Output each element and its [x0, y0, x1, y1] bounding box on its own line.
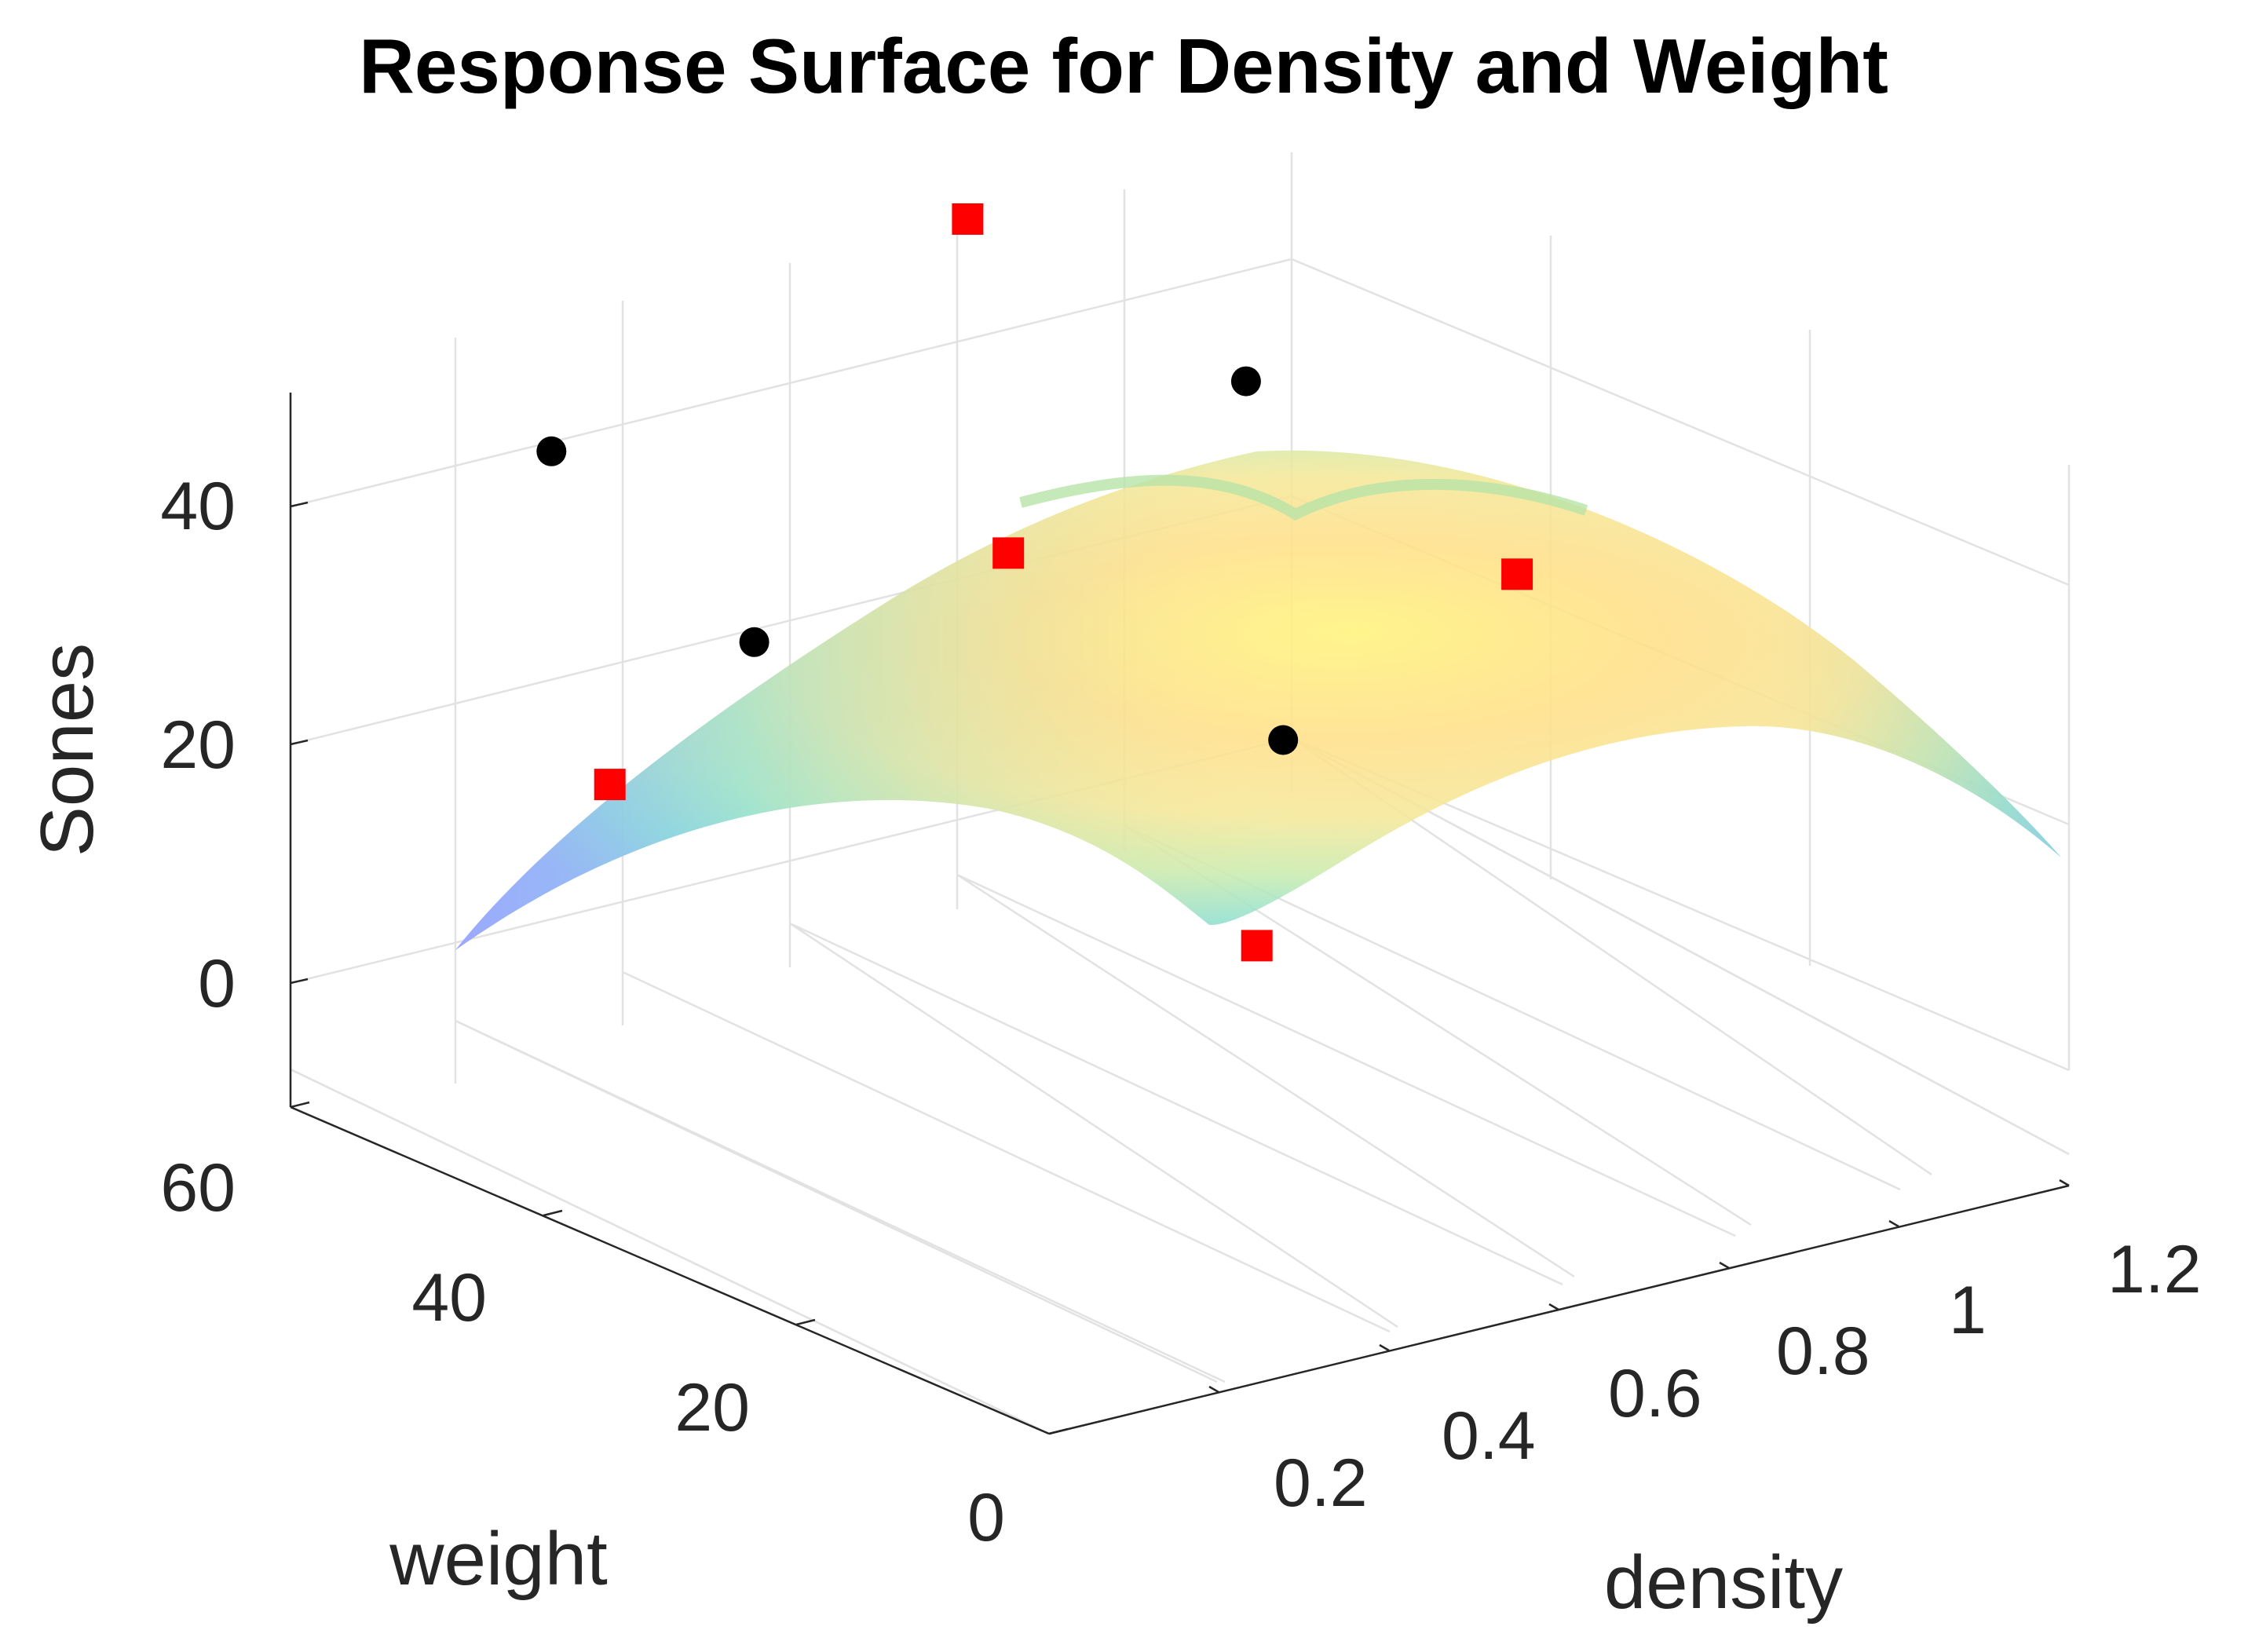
weight-axis-label: weight — [389, 1517, 608, 1601]
grid-floor-line — [290, 1068, 1050, 1435]
z-tick-label: 20 — [160, 707, 236, 783]
design-point-square — [594, 769, 626, 801]
grid-floor-line — [622, 970, 1391, 1333]
data-point-circle — [1230, 366, 1261, 397]
density-tick-mark — [2059, 1179, 2070, 1187]
surface-back-fold — [1019, 474, 1588, 521]
grid-floor-line — [956, 873, 1736, 1237]
chart-title: Response Surface for Density and Weight — [359, 23, 1888, 109]
weight-tick-labels: 0 20 40 60 — [160, 1150, 1005, 1555]
weight-axis-line — [290, 1106, 1050, 1435]
density-tick-label: 0.4 — [1442, 1398, 1536, 1474]
weight-tick-mark — [290, 1101, 310, 1109]
weight-tick-label: 20 — [674, 1370, 750, 1446]
z-tick-mark — [290, 501, 309, 508]
density-tick-mark — [1548, 1303, 1559, 1311]
density-tick-label: 0.6 — [1608, 1356, 1702, 1431]
weight-tick-mark — [1048, 1427, 1069, 1435]
weight-tick-mark — [543, 1209, 563, 1217]
density-tick-label: 1.2 — [2107, 1232, 2202, 1307]
data-point-circle — [1268, 725, 1299, 755]
design-point-square — [1501, 558, 1533, 590]
density-axis-label: density — [1604, 1541, 1843, 1625]
z-tick-mark — [290, 978, 309, 985]
weight-tick-label: 40 — [411, 1260, 487, 1336]
weight-tick-mark — [795, 1318, 816, 1326]
design-point-square — [992, 537, 1025, 569]
data-markers — [536, 203, 1533, 962]
density-tick-labels: 0.2 0.4 0.6 0.8 1 1.2 — [1274, 1232, 2202, 1521]
grid-z-line — [1291, 258, 2070, 587]
grid-floor-line — [789, 922, 1563, 1286]
density-tick-label: 0.2 — [1274, 1446, 1368, 1521]
density-tick-mark — [1719, 1261, 1730, 1270]
z-tick-label: 0 — [198, 946, 236, 1022]
design-point-square — [1241, 930, 1273, 962]
z-tick-label: 40 — [160, 469, 236, 544]
grid-floor-line — [455, 1019, 1226, 1383]
weight-tick-label: 60 — [160, 1150, 236, 1226]
density-tick-label: 0.8 — [1776, 1314, 1870, 1389]
z-tick-mark — [290, 739, 309, 746]
data-point-circle — [739, 627, 769, 657]
grid-floor-line — [789, 922, 1398, 1329]
surface-edge-shading — [455, 450, 2061, 950]
weight-tick-label: 0 — [967, 1480, 1005, 1555]
z-axis-label: Sones — [25, 643, 109, 857]
data-point-circle — [536, 436, 567, 466]
density-tick-mark — [1208, 1385, 1219, 1394]
density-tick-mark — [1379, 1343, 1390, 1352]
density-axis-line — [1048, 1184, 2070, 1435]
grid-floor-line — [956, 873, 1575, 1278]
density-tick-label: 1 — [1949, 1273, 1987, 1348]
z-tick-labels: 0 20 40 — [160, 469, 236, 1022]
density-tick-mark — [1888, 1219, 1899, 1228]
axes — [289, 393, 2070, 1435]
response-surface — [455, 450, 2061, 950]
design-point-square — [952, 203, 984, 235]
grid-z-line — [290, 258, 1292, 508]
